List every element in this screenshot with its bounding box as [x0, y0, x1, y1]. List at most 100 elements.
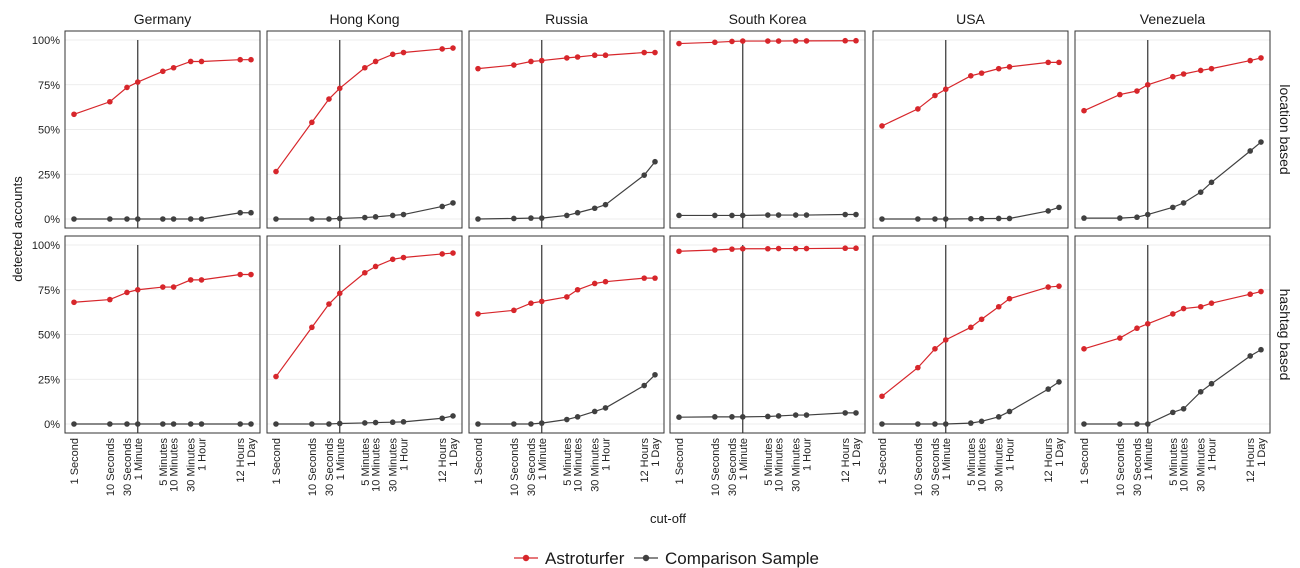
series-line-astroturfer [1083, 57, 1262, 112]
data-point-astroturfer [765, 38, 771, 44]
x-tick-label: 1 Day [448, 438, 460, 467]
x-tick-label: 12 Hours [840, 438, 852, 483]
data-point-astroturfer [439, 46, 446, 52]
panel-border [669, 235, 866, 434]
data-point-comparison-sample [170, 216, 177, 222]
data-point-astroturfer [729, 246, 735, 252]
data-point-astroturfer [1258, 55, 1264, 61]
data-point-comparison-sample [564, 212, 570, 219]
data-point-astroturfer [739, 38, 746, 44]
strip-label-location-based: location based [1277, 84, 1293, 174]
strip-label-hong-kong: Hong Kong [329, 11, 399, 27]
strip-label-usa: USA [956, 11, 985, 27]
series-line-comparison-sample [276, 415, 454, 425]
x-tick-label: 1 Minute [133, 438, 145, 480]
data-point-astroturfer [124, 84, 130, 91]
x-tick-label: 10 Seconds [307, 438, 319, 497]
data-point-astroturfer [1081, 346, 1087, 352]
x-tick-label: 1 Second [271, 438, 283, 484]
panel-usa-hashtag-based [872, 235, 1069, 434]
data-point-astroturfer [775, 38, 782, 44]
x-tick-label: 1 Hour [601, 438, 613, 471]
data-point-comparison-sample [71, 216, 77, 222]
panel-russia-location-based [468, 30, 665, 229]
x-tick-label: 30 Seconds [1132, 438, 1144, 497]
data-point-comparison-sample [968, 420, 974, 426]
data-point-comparison-sample [134, 421, 141, 427]
data-point-comparison-sample [1247, 148, 1254, 154]
x-tick-label: 12 Hours [639, 438, 651, 483]
data-point-astroturfer [248, 271, 254, 278]
panel-russia-hashtag-based [468, 235, 665, 434]
data-point-comparison-sample [450, 200, 456, 206]
x-tick-label: 1 Day [851, 438, 863, 467]
data-point-comparison-sample [1180, 200, 1187, 206]
data-point-comparison-sample [248, 209, 254, 216]
panel-usa-location-based [872, 30, 1069, 229]
data-point-comparison-sample [1258, 346, 1264, 353]
data-point-comparison-sample [248, 421, 254, 427]
data-point-astroturfer [475, 311, 481, 317]
x-tick-label: 5 Minutes [1168, 438, 1180, 486]
data-point-astroturfer [1247, 291, 1254, 298]
data-point-comparison-sample [652, 158, 658, 165]
data-point-comparison-sample [1208, 179, 1215, 186]
series-line-astroturfer [73, 59, 251, 115]
y-axis-title: detected accounts [10, 176, 25, 282]
data-point-astroturfer [511, 62, 517, 68]
data-point-astroturfer [400, 254, 407, 261]
data-point-comparison-sample [978, 418, 985, 425]
data-point-comparison-sample [712, 414, 718, 420]
data-point-astroturfer [1045, 284, 1052, 290]
data-point-astroturfer [842, 37, 849, 44]
data-point-astroturfer [1258, 288, 1264, 295]
series-line-astroturfer [678, 247, 856, 252]
data-point-comparison-sample [538, 215, 545, 221]
series-line-comparison-sample [477, 161, 656, 220]
data-point-astroturfer [1134, 88, 1140, 94]
data-point-comparison-sample [528, 215, 534, 221]
x-tick-label: 1 Day [246, 438, 258, 467]
x-tick-label: 10 Seconds [509, 438, 521, 497]
legend-label-astroturfer: Astroturfer [545, 549, 625, 568]
x-tick-label: 1 Second [1079, 438, 1091, 484]
x-tick-label: 10 Minutes [1179, 438, 1191, 492]
data-point-astroturfer [248, 56, 254, 63]
data-point-astroturfer [739, 245, 746, 252]
data-point-comparison-sample [237, 209, 244, 216]
data-point-comparison-sample [775, 212, 782, 218]
data-point-astroturfer [198, 58, 205, 65]
data-point-astroturfer [134, 79, 141, 85]
data-point-comparison-sample [842, 410, 849, 416]
data-point-comparison-sample [187, 421, 194, 427]
data-point-astroturfer [676, 248, 682, 255]
data-point-astroturfer [107, 296, 113, 303]
legend-item-comparison-sample: Comparison Sample [634, 549, 819, 568]
x-tick-label: 1 Hour [197, 438, 209, 471]
data-point-astroturfer [574, 54, 581, 60]
data-point-comparison-sample [538, 420, 545, 426]
data-point-astroturfer [309, 119, 315, 126]
x-tick-label: 30 Minutes [388, 438, 400, 492]
data-point-astroturfer [1045, 59, 1052, 66]
data-point-astroturfer [1144, 81, 1151, 88]
x-tick-label: 1 Minute [1143, 438, 1155, 480]
data-point-comparison-sample [170, 421, 177, 427]
data-point-astroturfer [932, 346, 938, 352]
x-tick-label: 1 Minute [738, 438, 750, 480]
data-point-comparison-sample [1258, 139, 1264, 145]
data-point-comparison-sample [1081, 215, 1087, 221]
panel-border [669, 30, 866, 229]
data-point-comparison-sample [198, 421, 205, 427]
panel-border [872, 30, 1069, 229]
x-tick-label: 12 Hours [1043, 438, 1055, 483]
data-point-astroturfer [574, 286, 581, 293]
data-point-comparison-sample [712, 212, 718, 219]
x-tick-label: 1 Hour [399, 438, 411, 471]
series-line-astroturfer [477, 51, 655, 70]
x-tick-label: 12 Hours [437, 438, 449, 483]
data-point-astroturfer [792, 38, 799, 44]
data-point-comparison-sample [439, 203, 446, 210]
panel-border [1074, 235, 1271, 434]
data-point-astroturfer [641, 275, 648, 281]
